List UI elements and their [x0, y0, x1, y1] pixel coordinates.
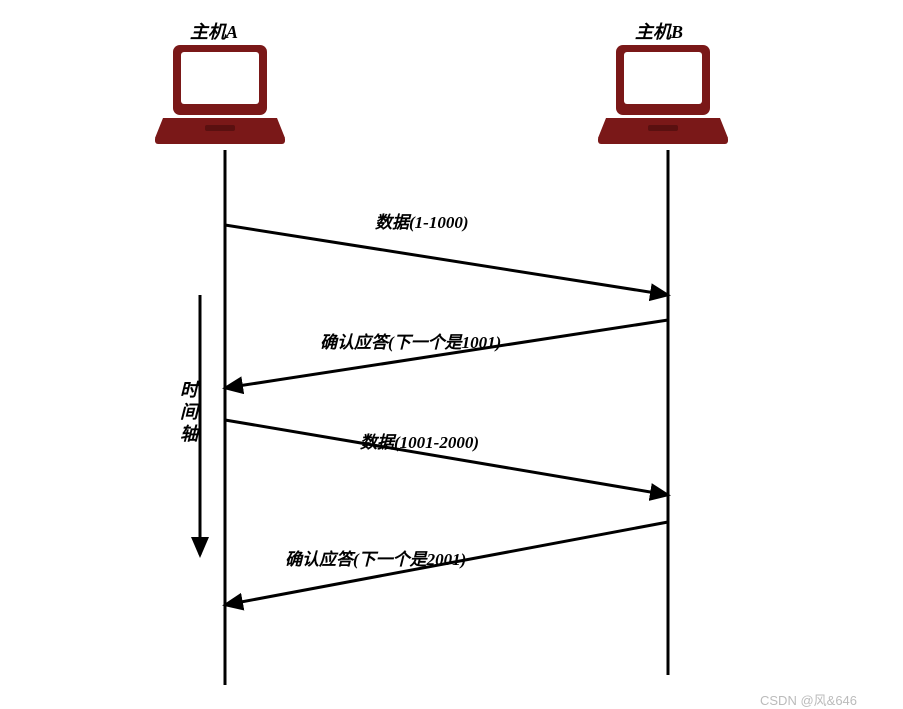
msg-label-2: 确认应答(下一个是1001) — [320, 328, 501, 353]
watermark: CSDN @风&646 — [760, 690, 857, 709]
diagram-container: 主机A 主机B — [0, 0, 903, 705]
msg-label-1: 数据(1-1000) — [375, 208, 468, 233]
msg-label-3: 数据(1001-2000) — [360, 428, 479, 453]
msg-label-4: 确认应答(下一个是2001) — [285, 545, 466, 570]
time-axis-label: 时间轴 — [175, 380, 201, 446]
msg-arrow-1 — [225, 225, 668, 295]
